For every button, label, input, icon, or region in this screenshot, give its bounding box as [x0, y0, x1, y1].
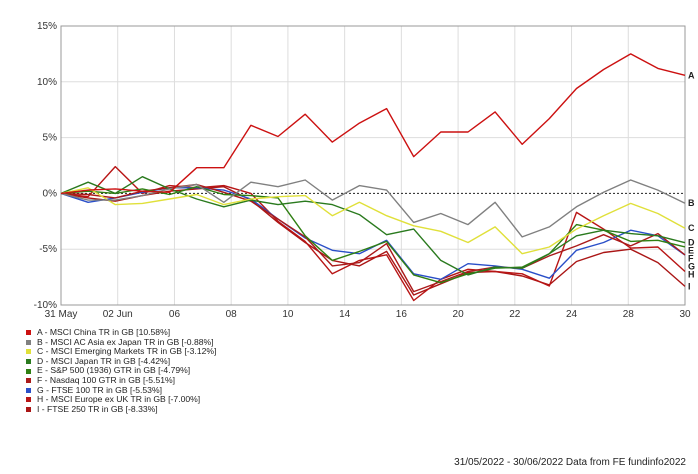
legend-swatch	[26, 330, 31, 336]
legend-item-D: D - MSCI Japan TR in GB [-4.42%]	[26, 355, 216, 367]
y-tick-label: 5%	[43, 133, 58, 144]
x-tick-label: 24	[566, 309, 578, 320]
x-tick-label: 16	[396, 309, 408, 320]
legend-swatch	[26, 368, 31, 374]
y-tick-label: -10%	[34, 300, 57, 311]
x-axis-tick-labels: 31 May 02 Jun 06 08 10 14 16 20 22 24 28 30	[45, 309, 691, 320]
x-tick-label: 14	[339, 309, 351, 320]
legend-swatch	[26, 407, 31, 413]
plot-border	[60, 25, 686, 306]
x-tick-label: 30	[679, 309, 691, 320]
plot-area-frame	[60, 25, 686, 306]
legend-swatch	[26, 387, 31, 393]
legend-item-G: G - FTSE 100 TR in GB [-5.53%]	[26, 384, 216, 396]
legend-swatch	[26, 339, 31, 345]
legend: A - MSCI China TR in GB [10.58%] B - MSCI…	[26, 327, 216, 415]
series-line-F	[60, 183, 686, 293]
series-end-label-I: I	[688, 281, 691, 291]
y-tick-label: 15%	[37, 21, 57, 32]
legend-label: E - S&P 500 (1936) GTR in GB [-4.79%]	[37, 365, 191, 376]
legend-label: C - MSCI Emerging Markets TR in GB [-3.1…	[37, 346, 217, 357]
series-lines	[60, 53, 686, 302]
series-line-A	[60, 53, 686, 195]
x-tick-label: 08	[226, 309, 238, 320]
series-end-label-E: E	[688, 246, 694, 256]
series-end-label-H: H	[688, 270, 695, 280]
legend-item-A: A - MSCI China TR in GB [10.58%]	[26, 327, 216, 338]
series-line-H	[60, 165, 686, 302]
series-line-I	[60, 185, 686, 296]
y-tick-label: -5%	[39, 244, 57, 255]
legend-swatch	[26, 349, 31, 355]
x-tick-label: 02 Jun	[103, 309, 133, 320]
legend-swatch	[26, 397, 31, 403]
x-tick-label: 20	[453, 309, 465, 320]
legend-label: G - FTSE 100 TR in GB [-5.53%]	[37, 384, 162, 395]
x-tick-label: 31 May	[45, 309, 78, 320]
series-end-label-G: G	[688, 262, 695, 272]
legend-label: H - MSCI Europe ex UK TR in GB [-7.00%]	[37, 394, 201, 405]
series-line-B	[60, 179, 686, 238]
legend-swatch	[26, 378, 31, 384]
legend-item-H: H - MSCI Europe ex UK TR in GB [-7.00%]	[26, 395, 216, 405]
data-source-footer: 31/05/2022 - 30/06/2022 Data from FE fun…	[454, 457, 686, 468]
legend-item-B: B - MSCI AC Asia ex Japan TR in GB [-0.8…	[26, 336, 216, 348]
series-line-D	[60, 175, 686, 276]
series-end-label-B: B	[688, 198, 695, 208]
y-tick-label: 0%	[43, 188, 58, 199]
legend-swatch	[26, 359, 31, 365]
series-line-E	[60, 185, 686, 284]
series-end-label-C: C	[688, 223, 695, 233]
series-end-label-F: F	[688, 254, 694, 264]
y-tick-label: 10%	[37, 77, 57, 88]
legend-item-E: E - S&P 500 (1936) GTR in GB [-4.79%]	[26, 366, 216, 376]
legend-item-F: F - Nasdaq 100 GTR in GB [-5.51%]	[26, 374, 216, 386]
x-tick-label: 10	[282, 309, 294, 320]
series-end-label-D: D	[688, 238, 695, 248]
legend-item-I: I - FTSE 250 TR in GB [-8.33%]	[26, 403, 216, 415]
line-chart: -10% -5% 0% 5% 10% 15% 31 May 02 Jun 06 08 10 14 16…	[34, 21, 695, 320]
x-tick-label: 28	[623, 309, 635, 320]
x-tick-label: 22	[509, 309, 521, 320]
legend-label: A - MSCI China TR in GB [10.58%]	[37, 327, 171, 337]
legend-label: B - MSCI AC Asia ex Japan TR in GB [-0.8…	[37, 336, 214, 347]
legend-label: D - MSCI Japan TR in GB [-4.42%]	[37, 355, 171, 366]
series-line-C	[60, 187, 686, 255]
legend-label: F - Nasdaq 100 GTR in GB [-5.51%]	[37, 374, 176, 385]
grid-lines	[60, 25, 686, 306]
x-tick-label: 06	[169, 309, 181, 320]
legend-item-C: C - MSCI Emerging Markets TR in GB [-3.1…	[26, 347, 216, 357]
series-end-label-A: A	[688, 70, 695, 80]
y-axis-tick-labels: -10% -5% 0% 5% 10% 15%	[34, 21, 57, 311]
legend-label: I - FTSE 250 TR in GB [-8.33%]	[37, 403, 158, 414]
